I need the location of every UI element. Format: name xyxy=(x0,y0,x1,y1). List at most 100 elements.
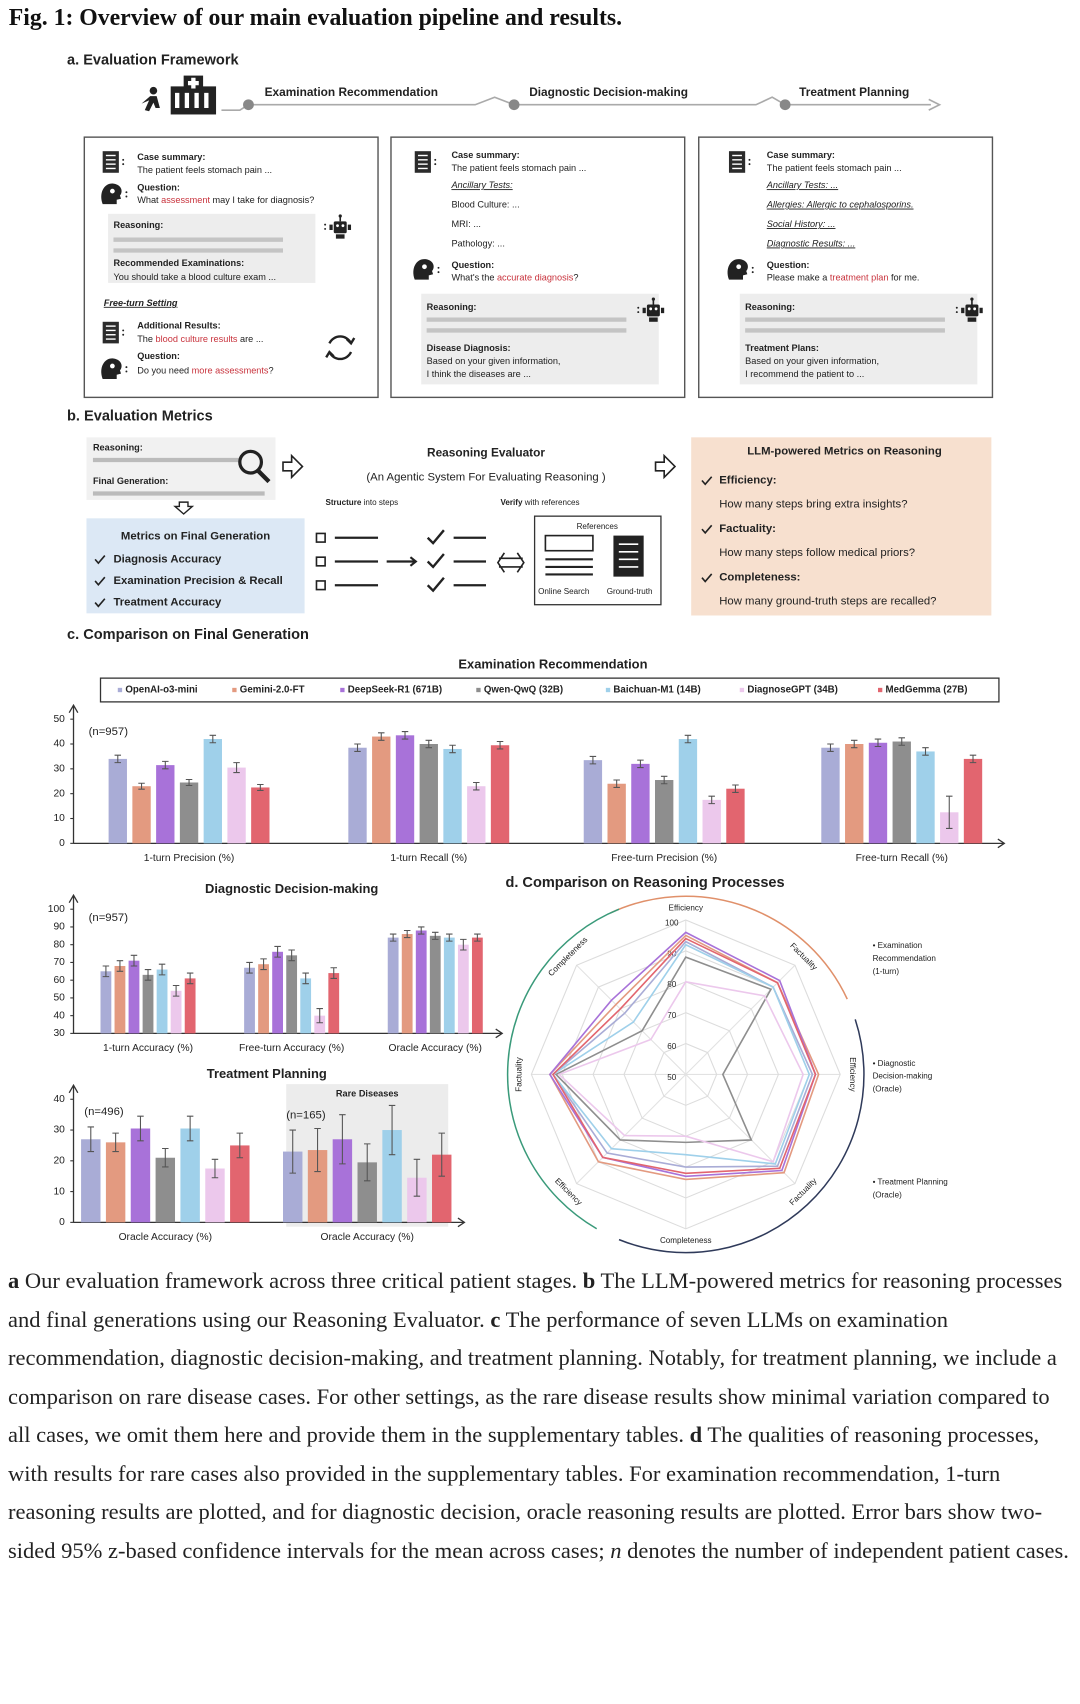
error-bar xyxy=(388,1104,396,1156)
lines: • Examination xyxy=(873,941,923,950)
error-bar xyxy=(209,734,217,744)
icon-shape xyxy=(101,358,122,380)
radar-line xyxy=(557,980,805,1163)
spoke xyxy=(576,1074,687,1184)
stages: Examination Recommendation xyxy=(265,85,438,99)
text-segment: Verify xyxy=(500,498,523,507)
bar xyxy=(407,1177,427,1223)
error-bar xyxy=(449,744,456,754)
items: Diagnosis Accuracy xyxy=(113,553,222,565)
error-bar xyxy=(211,1158,219,1179)
bar xyxy=(443,937,455,1034)
bar xyxy=(180,1128,200,1223)
error-bar xyxy=(274,945,281,958)
error-bar xyxy=(288,949,295,962)
case-label: Case summary: xyxy=(767,150,835,160)
bar xyxy=(81,1139,101,1223)
icon-shape xyxy=(414,151,431,173)
document-icon xyxy=(414,151,437,173)
bar xyxy=(357,1162,377,1223)
legend-marker xyxy=(476,687,481,693)
text-segment: assessment xyxy=(161,195,210,205)
yticks: 30 xyxy=(53,1125,65,1136)
icon-shape xyxy=(637,311,640,314)
text-segment: are ... xyxy=(238,335,264,345)
output-text: I think the diseases are ... xyxy=(427,369,531,379)
icon-shape xyxy=(194,92,199,108)
categories: 1-turn Precision (%) xyxy=(144,853,235,864)
question-label: Question: xyxy=(767,260,810,270)
arrow xyxy=(386,556,418,567)
icon-shape xyxy=(967,307,971,311)
icon-shape xyxy=(347,224,352,231)
error-bar xyxy=(474,933,481,942)
bar xyxy=(583,760,603,844)
bar xyxy=(419,744,438,844)
legend-marker xyxy=(117,687,123,693)
caption-text: The qualities of reasoning processes, wi… xyxy=(8,1422,1043,1563)
check-icon xyxy=(94,555,106,565)
bar xyxy=(227,767,246,844)
bar xyxy=(490,745,510,844)
structure: Structure into steps xyxy=(325,498,398,507)
bar xyxy=(845,744,864,844)
icon-shape xyxy=(965,304,979,317)
icon-shape xyxy=(110,188,115,194)
bar xyxy=(130,1128,151,1223)
fields: Blood Culture: ... xyxy=(451,200,519,210)
error-bar xyxy=(186,1115,194,1142)
bar xyxy=(156,765,175,844)
question: How many ground-truth steps are recalled… xyxy=(719,595,936,607)
lines: Recommendation xyxy=(873,954,936,963)
error-bar xyxy=(316,1008,323,1024)
additional-label: Additional Results: xyxy=(137,321,220,331)
name: Qwen-QwQ (32B) xyxy=(484,685,563,696)
yticks: 80 xyxy=(53,939,65,950)
error-bar xyxy=(708,795,715,805)
case-text: The patient feels stomach pain ... xyxy=(137,165,272,175)
icon-shape xyxy=(736,264,742,270)
error-bar xyxy=(378,732,385,741)
bar xyxy=(432,1154,452,1223)
bar xyxy=(443,748,462,844)
fields: Ancillary Tests: xyxy=(450,180,513,190)
arrow xyxy=(654,453,677,480)
icon-shape xyxy=(336,224,339,228)
error-bar xyxy=(116,960,124,972)
question-label: Question: xyxy=(137,182,180,192)
bar xyxy=(156,969,168,1034)
text-segment: Structure xyxy=(325,498,361,507)
error-bar xyxy=(432,931,439,940)
figure-title: Fig. 1: Overview of our main evaluation … xyxy=(9,5,622,31)
bar xyxy=(655,780,674,844)
stage-node xyxy=(243,99,254,111)
symbol: n xyxy=(610,1537,622,1563)
error-bar xyxy=(684,734,692,744)
question: How many steps bring extra insights? xyxy=(719,498,907,510)
output-text: I recommend the patient to ... xyxy=(745,369,864,379)
verify: Verify with references xyxy=(500,498,579,507)
case-label: Case summary: xyxy=(451,150,519,160)
case-label: Case summary: xyxy=(137,152,205,162)
bar xyxy=(179,782,199,844)
rticks: 50 xyxy=(667,1073,676,1082)
error-bar xyxy=(732,784,739,793)
checkbox-icon xyxy=(315,532,326,543)
error-bar xyxy=(130,954,138,967)
categories: Oracle Accuracy (%) xyxy=(321,1232,414,1243)
error-bar xyxy=(302,972,309,985)
text-segment: ? xyxy=(269,366,274,376)
name: DeepSeek-R1 (671B) xyxy=(348,685,442,696)
check-icon xyxy=(701,476,713,486)
error-bar xyxy=(185,778,193,787)
error-bar xyxy=(162,1147,169,1168)
bar xyxy=(272,951,284,1034)
stages: Diagnostic Decision-making xyxy=(529,85,688,99)
hospital-icon xyxy=(170,75,217,115)
name: MedGemma (27B) xyxy=(886,685,968,696)
error-bar xyxy=(413,1158,421,1197)
error-bar xyxy=(138,782,145,790)
error-bar xyxy=(389,933,397,942)
